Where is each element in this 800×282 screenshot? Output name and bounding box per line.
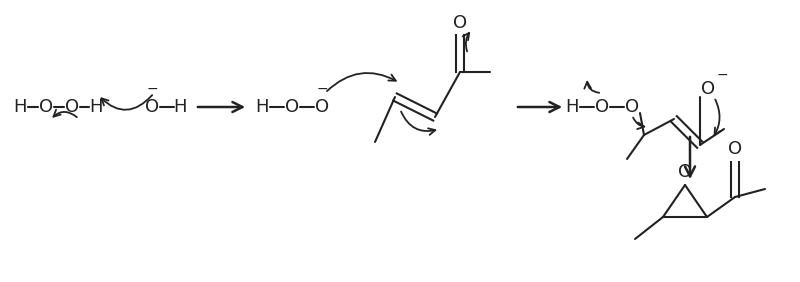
Text: H: H bbox=[255, 98, 269, 116]
Text: O: O bbox=[39, 98, 53, 116]
Text: O: O bbox=[315, 98, 329, 116]
Text: O: O bbox=[65, 98, 79, 116]
Text: H: H bbox=[14, 98, 26, 116]
Text: H: H bbox=[174, 98, 186, 116]
Text: O: O bbox=[701, 80, 715, 98]
Text: −: − bbox=[716, 68, 728, 82]
Text: H: H bbox=[566, 98, 578, 116]
Text: O: O bbox=[453, 14, 467, 32]
Text: O: O bbox=[145, 98, 159, 116]
Text: O: O bbox=[678, 163, 692, 181]
Text: O: O bbox=[595, 98, 609, 116]
Text: H: H bbox=[90, 98, 102, 116]
Text: O: O bbox=[285, 98, 299, 116]
Text: O: O bbox=[625, 98, 639, 116]
Text: −: − bbox=[316, 82, 328, 96]
Text: O: O bbox=[728, 140, 742, 158]
Text: −: − bbox=[146, 82, 158, 96]
